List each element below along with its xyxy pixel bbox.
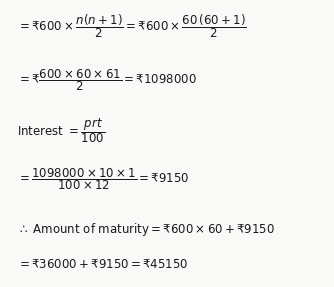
Text: $= ₹36000 + ₹9150 = ₹45150$: $= ₹36000 + ₹9150 = ₹45150$ bbox=[17, 257, 188, 271]
Text: $\therefore\ \mathrm{Amount\ of\ maturity} = ₹600 \times 60 + ₹9150$: $\therefore\ \mathrm{Amount\ of\ maturit… bbox=[17, 221, 275, 238]
Text: $\mathrm{Interest}\ = \dfrac{\mathit{prt}}{100}$: $\mathrm{Interest}\ = \dfrac{\mathit{prt… bbox=[17, 116, 105, 145]
Text: $= ₹\dfrac{600 \times 60 \times 61}{2} = ₹1098000$: $= ₹\dfrac{600 \times 60 \times 61}{2} =… bbox=[17, 67, 197, 93]
Text: $= \dfrac{1098000 \times 10 \times 1}{100 \times 12} = ₹9150$: $= \dfrac{1098000 \times 10 \times 1}{10… bbox=[17, 166, 189, 192]
Text: $= ₹600 \times \dfrac{n(n+1)}{2} = ₹600 \times \dfrac{60\,(60+1)}{2}$: $= ₹600 \times \dfrac{n(n+1)}{2} = ₹600 … bbox=[17, 12, 246, 40]
